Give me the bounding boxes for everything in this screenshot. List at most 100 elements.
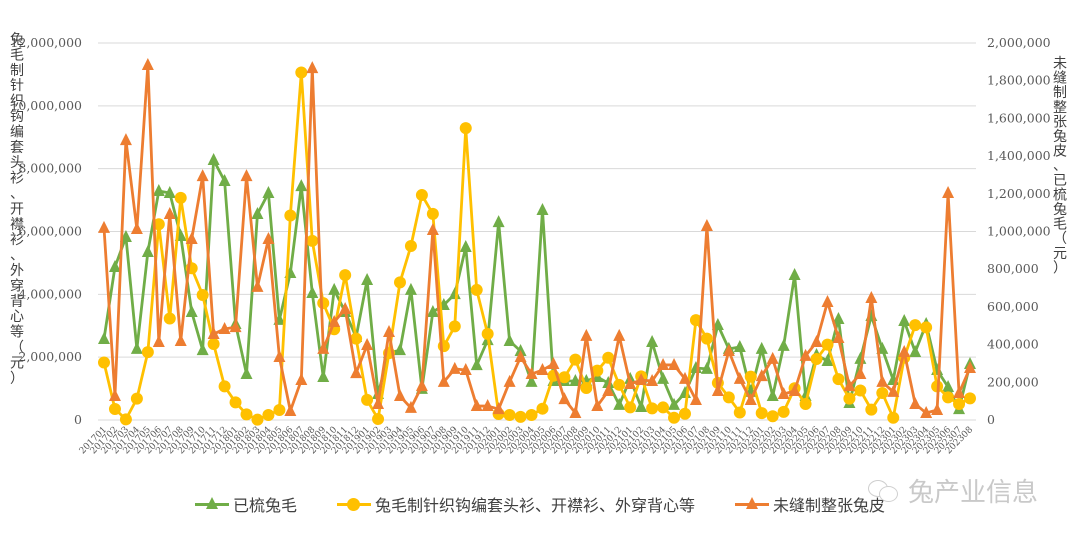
data-point[interactable] bbox=[470, 283, 483, 296]
data-point[interactable] bbox=[174, 191, 187, 204]
data-point[interactable] bbox=[251, 206, 264, 219]
data-point[interactable] bbox=[854, 367, 867, 380]
data-point[interactable] bbox=[788, 268, 801, 281]
data-point[interactable] bbox=[832, 331, 845, 344]
data-point[interactable] bbox=[185, 304, 198, 317]
data-point[interactable] bbox=[426, 304, 439, 317]
data-point[interactable] bbox=[953, 397, 966, 410]
data-point[interactable] bbox=[152, 218, 165, 231]
data-point[interactable] bbox=[262, 408, 275, 421]
data-point[interactable] bbox=[361, 393, 374, 406]
data-point[interactable] bbox=[295, 373, 308, 386]
data-point[interactable] bbox=[470, 399, 483, 412]
data-point[interactable] bbox=[514, 350, 527, 363]
data-point[interactable] bbox=[196, 288, 209, 301]
data-point[interactable] bbox=[481, 327, 494, 340]
data-point[interactable] bbox=[613, 378, 626, 391]
data-point[interactable] bbox=[163, 186, 176, 199]
data-point[interactable] bbox=[602, 383, 615, 396]
data-point[interactable] bbox=[668, 397, 681, 410]
data-point[interactable] bbox=[766, 351, 779, 364]
data-point[interactable] bbox=[306, 234, 319, 247]
data-point[interactable] bbox=[700, 332, 713, 345]
data-point[interactable] bbox=[668, 357, 681, 370]
data-point[interactable] bbox=[887, 384, 900, 397]
data-point[interactable] bbox=[580, 381, 593, 394]
data-point[interactable] bbox=[415, 379, 428, 392]
data-point[interactable] bbox=[766, 389, 779, 402]
data-point[interactable] bbox=[98, 331, 110, 344]
data-point[interactable] bbox=[646, 402, 659, 415]
data-point[interactable] bbox=[393, 276, 406, 289]
data-point[interactable] bbox=[942, 391, 955, 404]
data-point[interactable] bbox=[240, 367, 253, 380]
data-point[interactable] bbox=[821, 294, 834, 307]
data-point[interactable] bbox=[766, 410, 779, 423]
legend-item-combed-rabbit-hair[interactable]: 已梳兔毛 bbox=[194, 492, 297, 516]
data-point[interactable] bbox=[777, 405, 790, 418]
data-point[interactable] bbox=[141, 346, 154, 359]
data-point[interactable] bbox=[624, 376, 637, 389]
data-point[interactable] bbox=[273, 350, 286, 363]
data-point[interactable] bbox=[821, 353, 834, 366]
data-point[interactable] bbox=[744, 393, 757, 406]
data-point[interactable] bbox=[503, 408, 516, 421]
data-point[interactable] bbox=[141, 245, 154, 258]
data-point[interactable] bbox=[920, 321, 933, 334]
data-point[interactable] bbox=[591, 364, 604, 377]
data-point[interactable] bbox=[755, 407, 768, 420]
data-point[interactable] bbox=[339, 301, 352, 314]
data-point[interactable] bbox=[492, 215, 505, 228]
data-point[interactable] bbox=[558, 392, 571, 405]
data-point[interactable] bbox=[152, 334, 165, 347]
data-point[interactable] bbox=[700, 219, 713, 232]
data-point[interactable] bbox=[843, 392, 856, 405]
data-point[interactable] bbox=[602, 376, 615, 389]
data-point[interactable] bbox=[525, 408, 538, 421]
data-point[interactable] bbox=[909, 319, 922, 332]
data-point[interactable] bbox=[953, 386, 966, 399]
data-point[interactable] bbox=[284, 209, 297, 222]
data-point[interactable] bbox=[130, 341, 143, 354]
data-point[interactable] bbox=[108, 259, 121, 272]
data-point[interactable] bbox=[251, 413, 264, 426]
data-point[interactable] bbox=[887, 411, 900, 424]
data-point[interactable] bbox=[536, 402, 549, 415]
data-point[interactable] bbox=[810, 334, 823, 347]
data-point[interactable] bbox=[448, 361, 461, 374]
data-point[interactable] bbox=[350, 332, 363, 345]
data-point[interactable] bbox=[591, 399, 604, 412]
data-point[interactable] bbox=[339, 269, 352, 282]
data-point[interactable] bbox=[909, 344, 922, 357]
data-point[interactable] bbox=[547, 357, 560, 370]
data-point[interactable] bbox=[503, 334, 516, 347]
data-point[interactable] bbox=[372, 396, 385, 409]
data-point[interactable] bbox=[152, 183, 165, 196]
data-point[interactable] bbox=[624, 401, 637, 414]
data-point[interactable] bbox=[755, 369, 768, 382]
data-point[interactable] bbox=[657, 357, 670, 370]
data-point[interactable] bbox=[744, 370, 757, 383]
data-point[interactable] bbox=[558, 371, 571, 384]
data-point[interactable] bbox=[284, 403, 297, 416]
data-point[interactable] bbox=[799, 348, 812, 361]
data-point[interactable] bbox=[251, 279, 264, 292]
data-point[interactable] bbox=[569, 353, 582, 366]
data-point[interactable] bbox=[426, 207, 439, 220]
data-point[interactable] bbox=[964, 392, 976, 405]
data-point[interactable] bbox=[580, 328, 593, 341]
data-point[interactable] bbox=[163, 206, 176, 219]
data-point[interactable] bbox=[832, 311, 845, 324]
data-point[interactable] bbox=[196, 343, 209, 356]
data-point[interactable] bbox=[426, 222, 439, 235]
data-point[interactable] bbox=[613, 328, 626, 341]
data-point[interactable] bbox=[920, 406, 933, 419]
data-point[interactable] bbox=[130, 222, 143, 235]
data-point[interactable] bbox=[865, 291, 878, 304]
data-point[interactable] bbox=[536, 203, 549, 216]
data-point[interactable] bbox=[525, 367, 538, 380]
data-point[interactable] bbox=[909, 396, 922, 409]
data-point[interactable] bbox=[711, 383, 724, 396]
data-point[interactable] bbox=[964, 360, 976, 373]
data-point[interactable] bbox=[876, 386, 889, 399]
